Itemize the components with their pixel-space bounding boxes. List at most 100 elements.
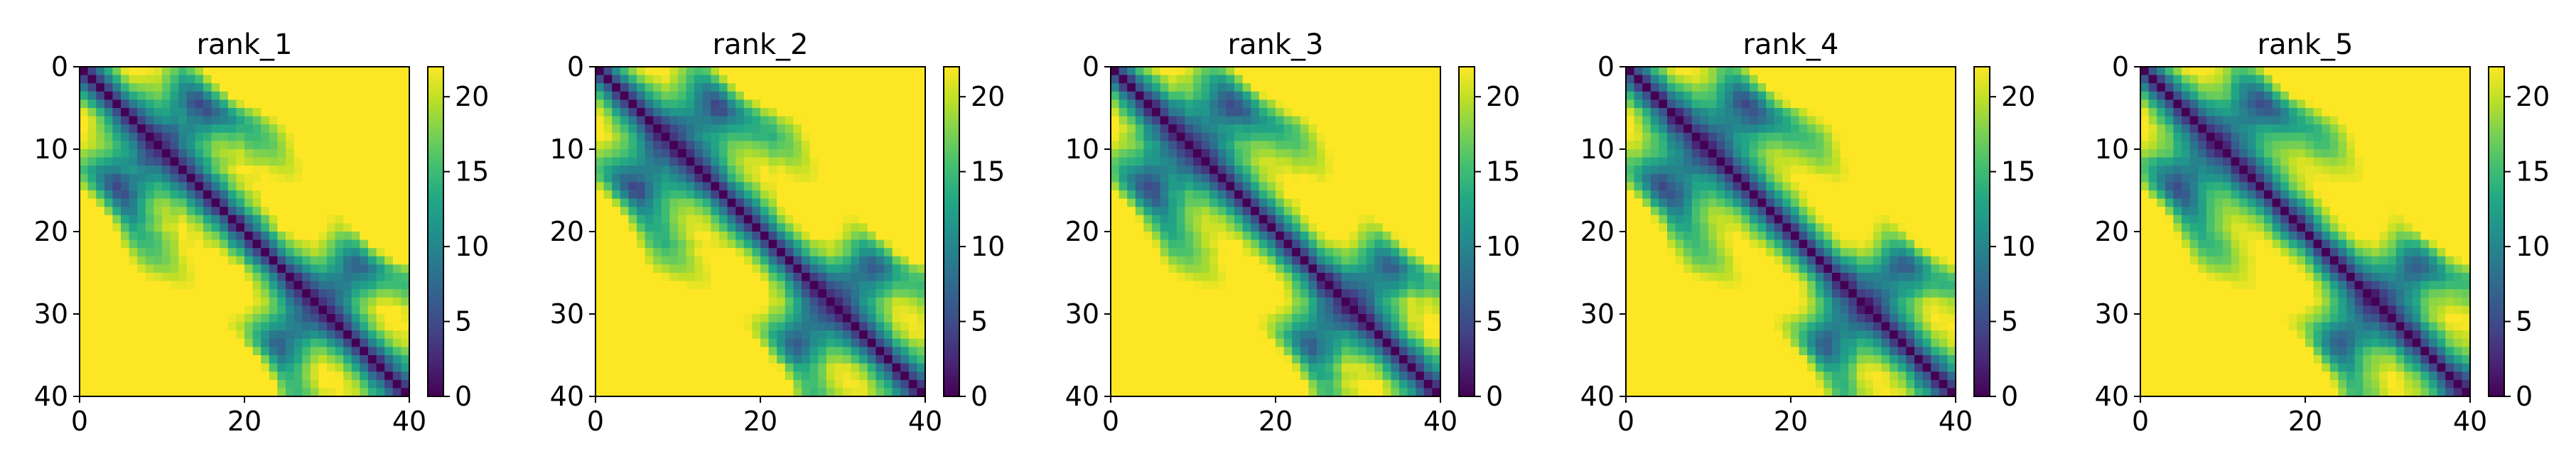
heatmap-cell xyxy=(1160,91,1169,100)
heatmap-cell xyxy=(661,108,670,117)
heatmap-cell xyxy=(351,232,360,241)
heatmap-cell xyxy=(112,215,122,224)
heatmap-cell xyxy=(162,116,171,125)
heatmap-cell xyxy=(1176,338,1185,347)
heatmap-cell xyxy=(669,347,679,356)
heatmap-cell xyxy=(645,363,654,372)
heatmap-cell xyxy=(351,99,360,109)
heatmap-cell xyxy=(302,149,311,158)
heatmap-cell xyxy=(1399,248,1408,257)
heatmap-cell xyxy=(793,355,802,364)
heatmap-cell xyxy=(112,116,122,125)
heatmap-cell xyxy=(1251,132,1260,141)
heatmap-cell xyxy=(104,132,113,141)
heatmap-cell xyxy=(392,223,402,232)
heatmap-cell xyxy=(145,379,154,389)
heatmap-cell xyxy=(1333,141,1342,150)
heatmap-cell xyxy=(80,108,89,117)
heatmap-cell xyxy=(162,355,171,364)
heatmap-cell xyxy=(637,372,646,381)
heatmap-cell xyxy=(743,232,753,241)
heatmap-cell xyxy=(261,256,270,265)
heatmap-cell xyxy=(1226,223,1235,232)
heatmap-cell xyxy=(694,338,704,347)
heatmap-cell xyxy=(203,108,212,117)
heatmap-cell xyxy=(702,190,711,200)
heatmap-cell xyxy=(261,363,270,372)
heatmap-cell xyxy=(818,108,827,117)
heatmap-cell xyxy=(310,338,319,347)
heatmap-cell xyxy=(392,372,402,381)
heatmap-cell xyxy=(694,355,704,364)
heatmap-cell xyxy=(1374,157,1384,166)
heatmap-cell xyxy=(669,83,679,92)
heatmap-cell xyxy=(892,67,901,76)
heatmap-cell xyxy=(80,256,89,265)
heatmap-cell xyxy=(645,338,654,347)
heatmap-cell xyxy=(727,83,736,92)
heatmap-cell xyxy=(1890,75,1899,84)
heatmap-cell xyxy=(628,149,637,158)
heatmap-cell xyxy=(286,388,295,397)
heatmap-cell xyxy=(917,330,926,340)
heatmap-cell xyxy=(1432,281,1441,290)
heatmap-cell xyxy=(1283,116,1293,125)
heatmap-cell xyxy=(1201,166,1210,175)
heatmap-cell xyxy=(777,99,786,109)
heatmap-cell xyxy=(1119,215,1128,224)
heatmap-cell xyxy=(384,256,394,265)
heatmap-cell xyxy=(809,198,819,207)
heatmap-cell xyxy=(1374,232,1384,241)
heatmap-cell xyxy=(867,108,876,117)
heatmap-cell xyxy=(244,198,254,207)
heatmap-cell xyxy=(1226,388,1235,397)
heatmap-cell xyxy=(1349,273,1359,282)
heatmap-cell xyxy=(752,75,761,84)
heatmap-cell xyxy=(603,124,613,134)
heatmap-cell xyxy=(686,248,695,257)
heatmap-cell xyxy=(1127,182,1136,191)
heatmap-cell xyxy=(1185,239,1194,249)
heatmap-cell xyxy=(1160,388,1169,397)
heatmap-cell xyxy=(368,116,377,125)
heatmap-cell xyxy=(360,83,369,92)
heatmap-cell xyxy=(1308,322,1317,331)
heatmap-cell xyxy=(694,157,704,166)
heatmap-cell xyxy=(401,388,410,397)
heatmap-cell xyxy=(1143,132,1153,141)
heatmap-cell xyxy=(628,330,637,340)
heatmap-cell xyxy=(1341,355,1350,364)
heatmap-cell xyxy=(735,91,745,100)
heatmap-cell xyxy=(884,215,893,224)
heatmap-cell xyxy=(900,273,910,282)
heatmap-cell xyxy=(80,83,89,92)
heatmap-cell xyxy=(1407,305,1416,315)
heatmap-cell xyxy=(793,264,802,273)
heatmap-cell xyxy=(743,248,753,257)
heatmap-cell xyxy=(802,173,811,183)
heatmap-cell xyxy=(743,239,753,249)
heatmap-cell xyxy=(186,248,195,257)
heatmap-cell xyxy=(277,149,286,158)
heatmap-cell xyxy=(220,297,229,306)
heatmap-cell xyxy=(802,190,811,200)
heatmap-cell xyxy=(1407,338,1416,347)
heatmap-cell xyxy=(1234,314,1244,323)
heatmap-cell xyxy=(719,338,728,347)
heatmap-cell xyxy=(104,91,113,100)
heatmap-cell xyxy=(368,256,377,265)
heatmap-cell xyxy=(1152,297,1161,306)
heatmap-cell xyxy=(360,305,369,315)
heatmap-cell xyxy=(1234,149,1244,158)
heatmap-cell xyxy=(384,347,394,356)
heatmap-cell xyxy=(1152,347,1161,356)
heatmap-cell xyxy=(145,314,154,323)
heatmap-cell xyxy=(785,91,794,100)
heatmap-cell xyxy=(162,141,171,150)
heatmap-cell xyxy=(1325,108,1334,117)
heatmap-cell xyxy=(178,314,188,323)
heatmap-cell xyxy=(818,355,827,364)
heatmap-cell xyxy=(244,314,254,323)
heatmap-cell xyxy=(145,338,154,347)
